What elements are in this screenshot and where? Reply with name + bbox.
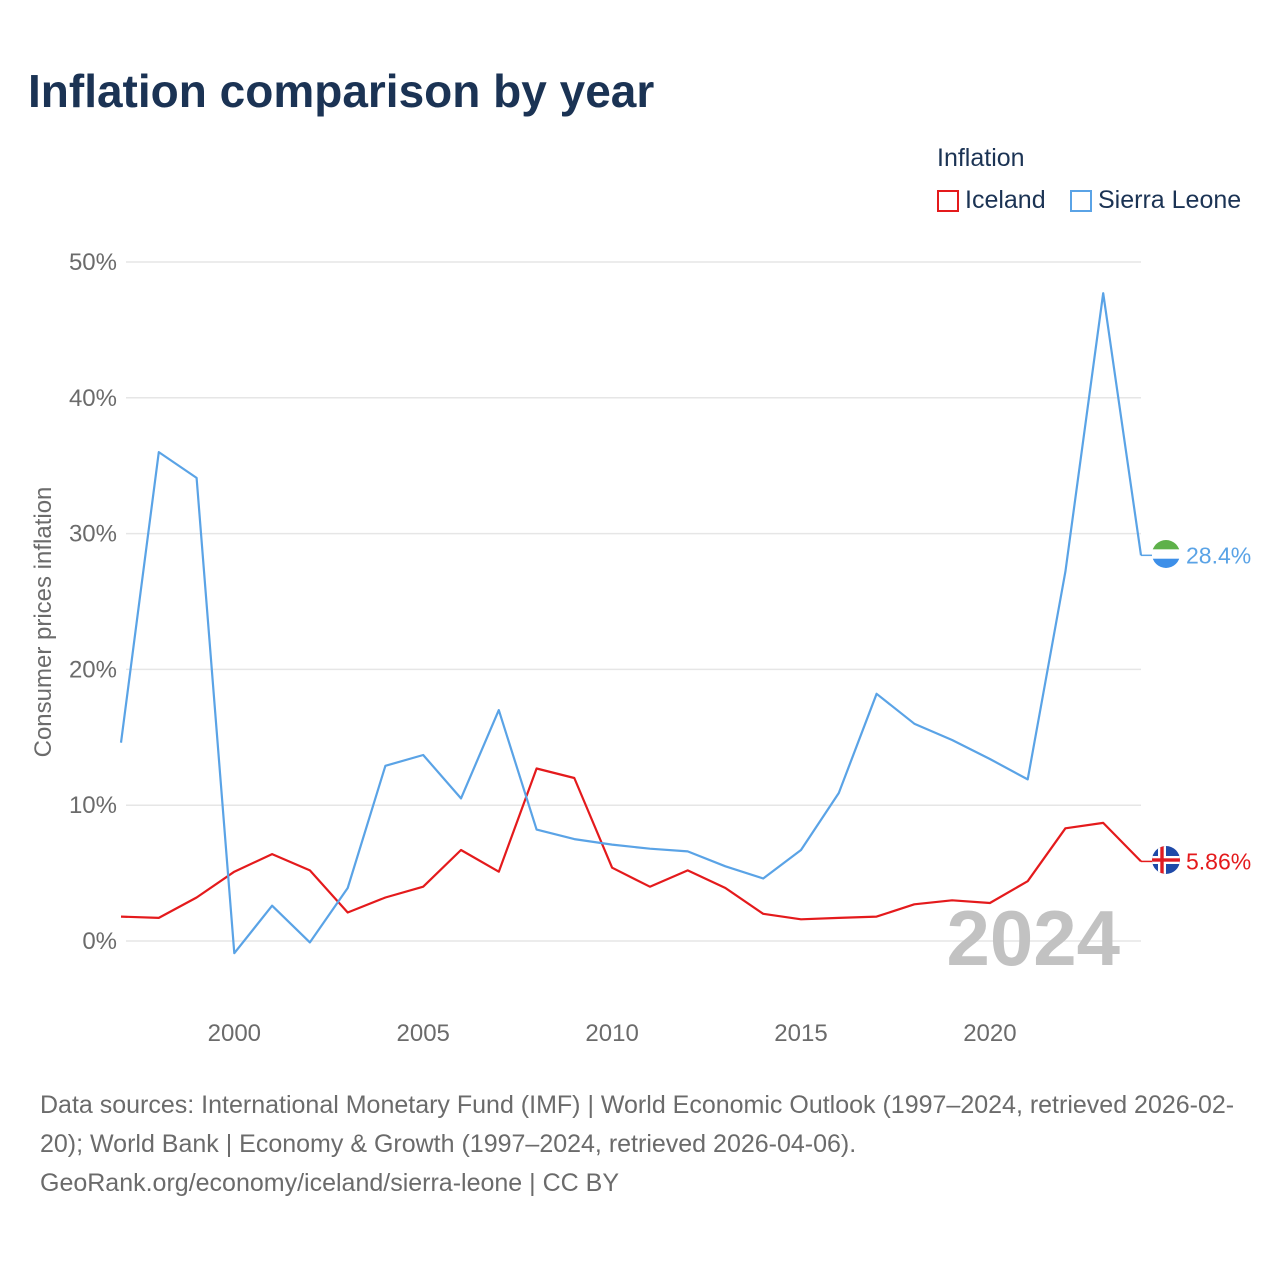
series-line-iceland[interactable] [120, 767, 1142, 921]
series-line-sierra-leone[interactable] [119, 292, 1143, 955]
legend-item-sierra-leone[interactable]: Sierra Leone [1070, 186, 1241, 215]
chart-title: Inflation comparison by year [28, 65, 655, 117]
y-tick-label: 40% [69, 385, 117, 412]
sources-url[interactable]: GeoRank.org/economy/iceland/sierra-leone… [40, 1169, 619, 1197]
axis-ticks: 0% 10% 20% 30% 40% 50% 2000 2005 2010 2015 2020 [69, 249, 1017, 1047]
x-tick-label: 2020 [963, 1020, 1016, 1047]
x-tick-label: 2015 [774, 1020, 827, 1047]
data-sources: Data sources: International Monetary Fun… [40, 1086, 1250, 1203]
y-axis-label: Consumer prices inflation [30, 487, 57, 758]
iceland-flag-icon [1152, 846, 1180, 874]
sources-text: Data sources: International Monetary Fun… [40, 1091, 1235, 1158]
sierra-leone-flag-icon [1152, 540, 1180, 568]
y-tick-label: 50% [69, 249, 117, 276]
y-tick-label: 20% [69, 656, 117, 683]
y-tick-label: 10% [69, 792, 117, 819]
legend-swatch-sierra-leone [1070, 189, 1092, 212]
current-year-watermark: 2024 [946, 894, 1120, 982]
end-value-label-iceland: 5.86% [1186, 848, 1251, 874]
x-tick-label: 2005 [397, 1020, 450, 1047]
end-markers: 5.86% 28.4% [1141, 542, 1251, 874]
legend-item-iceland[interactable]: Iceland [937, 186, 1046, 215]
inflation-line-chart: 0% 10% 20% 30% 40% 50% 2000 2005 2010 2015 2020 Co… [30, 249, 1251, 1047]
y-tick-label: 0% [82, 928, 117, 955]
x-tick-label: 2000 [208, 1020, 261, 1047]
legend-swatch-iceland [937, 189, 959, 212]
gridlines [126, 261, 1141, 942]
legend-title: Inflation [937, 144, 1025, 172]
legend-label-iceland: Iceland [965, 186, 1046, 214]
legend-label-sierra-leone: Sierra Leone [1098, 186, 1242, 214]
x-tick-label: 2010 [585, 1020, 638, 1047]
end-value-label-sierra-leone: 28.4% [1186, 542, 1251, 568]
y-tick-label: 30% [69, 521, 117, 548]
series-lines [119, 292, 1143, 955]
